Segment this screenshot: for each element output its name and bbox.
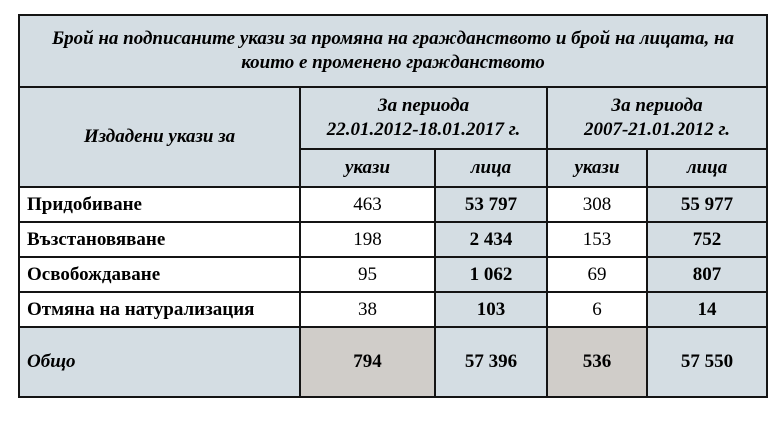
subheader-litsa-2: лица: [645, 148, 769, 188]
value-cell: 153: [546, 221, 648, 258]
value-cell: 38: [299, 291, 436, 328]
table-row: Възстановяване 198 2 434 153 752: [18, 221, 769, 258]
row-label-osvobozhdavane: Освобождаване: [18, 256, 301, 293]
row-label-header: Издадени укази за: [18, 86, 301, 188]
table-title: Брой на подписаните укази за промяна на …: [17, 14, 769, 88]
value-cell: 1 062: [434, 256, 548, 293]
value-cell: 53 797: [434, 186, 548, 223]
value-cell: 463: [299, 186, 436, 223]
value-cell: 69: [546, 256, 648, 293]
period-1-header: За периода 22.01.2012-18.01.2017 г.: [299, 86, 548, 150]
total-value-cell: 794: [299, 326, 436, 398]
period-header-row: Издадени укази за За периода 22.01.2012-…: [18, 86, 769, 188]
table-row: Придобиване 463 53 797 308 55 977: [18, 186, 769, 223]
period-2-line-2: 2007-21.01.2012 г.: [583, 119, 731, 140]
subheader-ukazi-1: укази: [299, 148, 436, 188]
value-cell: 308: [546, 186, 648, 223]
period-2-line-1: За периода: [611, 95, 703, 117]
table-row: Отмяна на натурализация 38 103 6 14: [18, 291, 769, 328]
citizenship-decrees-table: Брой на подписаните укази за промяна на …: [17, 14, 769, 398]
period-1-line-2: 22.01.2012-18.01.2017 г.: [326, 119, 521, 140]
row-label-otmyana: Отмяна на натурализация: [18, 291, 301, 328]
value-cell: 103: [434, 291, 548, 328]
title-row: Брой на подписаните укази за промяна на …: [17, 14, 769, 88]
row-label-pridobivane: Придобиване: [18, 186, 301, 223]
value-cell: 752: [645, 221, 769, 258]
value-cell: 55 977: [645, 186, 769, 223]
total-row: Общо 794 57 396 536 57 550: [18, 326, 769, 398]
total-value-cell: 536: [546, 326, 648, 398]
total-row-label: Общо: [18, 326, 301, 398]
value-cell: 198: [299, 221, 436, 258]
subheader-ukazi-2: укази: [546, 148, 648, 188]
period-1-line-1: За периода: [377, 95, 470, 117]
value-cell: 2 434: [434, 221, 548, 258]
period-2-header: За периода 2007-21.01.2012 г.: [545, 86, 769, 150]
value-cell: 6: [546, 291, 648, 328]
row-label-vazstanovyavane: Възстановяване: [18, 221, 301, 258]
sub-header-row: укази лица укази лица: [19, 148, 769, 188]
subheader-litsa-1: лица: [434, 148, 548, 188]
total-value-cell: 57 550: [645, 326, 769, 398]
value-cell: 807: [645, 256, 769, 293]
total-value-cell: 57 396: [434, 326, 548, 398]
value-cell: 14: [645, 291, 769, 328]
value-cell: 95: [299, 256, 436, 293]
table-row: Освобождаване 95 1 062 69 807: [18, 256, 769, 293]
